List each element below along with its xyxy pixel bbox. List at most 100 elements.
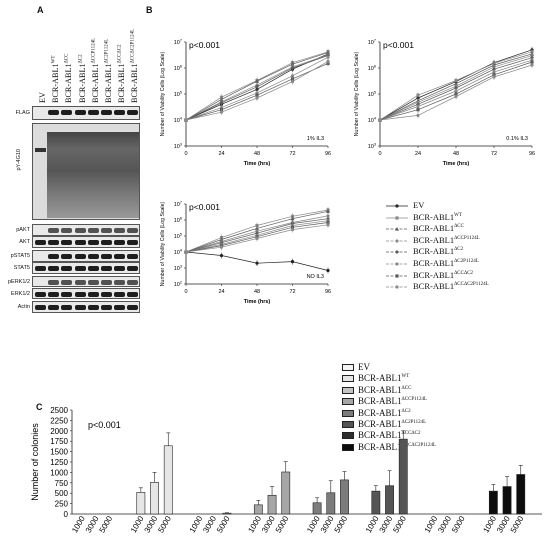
- legend-entry: BCR-ABL1ΔCC: [385, 223, 545, 234]
- legend-label: BCR-ABL1ΔCCΔC2: [413, 269, 474, 280]
- legend-entry: BCR-ABL1ΔC2P1124L: [342, 419, 542, 430]
- data-point: [326, 268, 330, 273]
- data-point: [326, 223, 330, 227]
- data-point: [219, 100, 224, 105]
- blot-band: [48, 292, 60, 297]
- y-tick-label: 107: [174, 39, 182, 47]
- y-tick-label: 0: [64, 510, 69, 519]
- legend-label: BCR-ABL1ΔC2: [413, 246, 464, 257]
- y-tick-label: 104: [368, 117, 376, 125]
- legend-label: BCR-ABL1ΔCCP1124L: [358, 396, 428, 407]
- blot-band: [48, 110, 60, 115]
- legend-swatch: [342, 443, 354, 451]
- y-axis-label: Number of colonies: [30, 423, 40, 501]
- legend-marker: [386, 238, 408, 243]
- x-tick-label: 96: [325, 151, 331, 157]
- blot-band: [48, 280, 60, 285]
- data-point: [290, 216, 295, 221]
- x-tick-label: 0: [184, 151, 187, 157]
- x-tick-label: 5000: [98, 514, 115, 534]
- legend-label: EV: [358, 362, 370, 372]
- blot-band: [101, 305, 112, 310]
- blot-band: [101, 228, 112, 233]
- legend-label: BCR-ABL1ΔC2: [358, 407, 411, 418]
- legend-label: BCR-ABL1ΔCCΔC2P1124L: [413, 281, 489, 292]
- y-tick-label: 500: [55, 489, 69, 498]
- blot-band: [35, 148, 46, 152]
- data-point: [184, 118, 188, 122]
- y-axis-label: Number of Viability Cells (Log Scale): [354, 52, 360, 137]
- x-tick-label: 72: [491, 151, 497, 157]
- blot-band: [87, 228, 99, 233]
- blot-lane-label: EV: [38, 92, 47, 103]
- y-axis-label: Number of Viability Cells (Log Scale): [160, 52, 166, 137]
- blot-band: [87, 254, 99, 259]
- blot-band: [114, 110, 126, 115]
- y-tick-label: 106: [174, 65, 182, 73]
- legend-swatch: [342, 421, 354, 428]
- blot-row-label: FLAG: [15, 110, 30, 116]
- x-tick-label: 5000: [274, 514, 291, 534]
- data-point: [255, 236, 259, 241]
- bar: [150, 482, 159, 515]
- blot-band: [101, 266, 112, 271]
- blot-band: [48, 240, 60, 245]
- x-tick-label: 72: [289, 151, 295, 157]
- blot-actin-panel: [32, 301, 140, 313]
- series: [184, 52, 330, 122]
- legend-entry: BCR-ABL1ΔCCP1124L: [342, 396, 542, 407]
- x-tick-label: 48: [254, 151, 260, 157]
- blot-band: [61, 240, 73, 245]
- data-point: [255, 79, 259, 83]
- data-point: [219, 245, 224, 249]
- blot-band: [61, 266, 73, 271]
- legend-entry: BCR-ABL1ΔCCΔC2P1124L: [385, 281, 545, 292]
- blot-band: [114, 280, 126, 285]
- legend-marker: [386, 262, 408, 266]
- blot-band: [61, 110, 73, 115]
- series: [378, 57, 534, 122]
- blot-band: [61, 280, 73, 285]
- blot-band: [48, 254, 60, 259]
- blot-band: [35, 266, 46, 271]
- y-tick-label: 105: [368, 91, 376, 99]
- x-axis-label: Time (hrs): [244, 161, 271, 167]
- y-tick-label: 107: [368, 39, 376, 47]
- y-tick-label: 102: [174, 281, 182, 289]
- legend-label: BCR-ABL1ΔCCP1124L: [413, 234, 480, 245]
- data-point: [378, 118, 382, 122]
- blot-band: [127, 292, 139, 297]
- blot-band: [74, 280, 86, 285]
- x-axis-label: Time (hrs): [443, 161, 470, 167]
- legend-swatch: [342, 398, 354, 406]
- series: [184, 58, 330, 122]
- blot-band: [61, 292, 73, 297]
- blot-band: [61, 305, 73, 310]
- data-point: [454, 94, 458, 99]
- data-point: [290, 260, 295, 264]
- legend-label: BCR-ABL1ΔC2P1124L: [413, 258, 479, 268]
- data-point: [530, 63, 534, 67]
- blot-band: [74, 228, 86, 233]
- blot-smear: [47, 132, 139, 218]
- blot-lane-label: BCR-ABL1ΔCCΔC2: [117, 44, 127, 103]
- blot-band: [101, 280, 112, 285]
- blot-akt-panel: [32, 236, 140, 248]
- blot-band: [87, 110, 99, 115]
- bar: [340, 479, 349, 515]
- blot-band: [127, 305, 139, 310]
- x-tick-label: 5000: [450, 514, 467, 534]
- data-point: [454, 78, 458, 83]
- legend-marker: [386, 227, 408, 231]
- y-axis-label: Number of Viability Cells (Log Scale): [160, 202, 166, 287]
- growth-legend: EV BCR-ABL1WT BCR-ABL1ΔCC BCR-ABL1ΔCCP1124L…: [385, 200, 545, 297]
- blot-band: [87, 305, 99, 310]
- blot-row-label: Actin: [17, 304, 30, 310]
- growth-chart-no-il3: 102 103 104 105 106 107 0 24 48 72 96 Time (hrs) Num…: [160, 201, 331, 306]
- data-point: [395, 204, 399, 208]
- data-point: [290, 228, 295, 232]
- legend-label: BCR-ABL1ΔCC: [358, 384, 412, 395]
- data-point: [395, 238, 399, 243]
- blot-perk-panel: [32, 276, 140, 287]
